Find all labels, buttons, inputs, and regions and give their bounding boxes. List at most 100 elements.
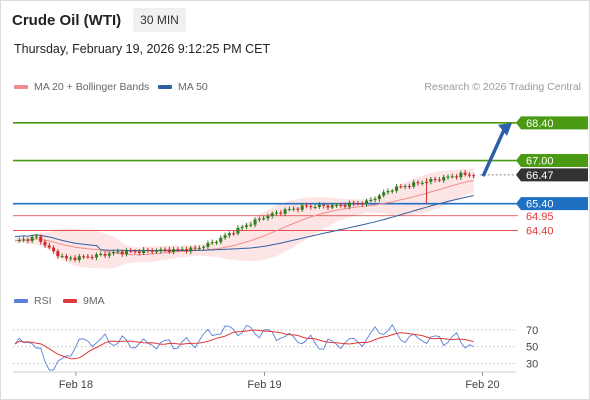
candle-body (30, 237, 34, 241)
candle-body (184, 249, 188, 252)
candle-body (142, 249, 146, 254)
candle-body (369, 199, 373, 201)
candle-body (317, 204, 321, 207)
candle-body (236, 227, 240, 234)
candle-body (107, 253, 111, 256)
candle-body (120, 251, 124, 255)
candle-body (275, 212, 279, 214)
candle-body (189, 247, 193, 252)
ma20-line (14, 180, 474, 256)
candle-body (416, 182, 420, 184)
candle-body (219, 237, 223, 243)
candle-body (43, 241, 47, 246)
legend-rsi-label: RSI (34, 295, 52, 307)
credit-text: Research © 2026 Trading Central (424, 81, 581, 93)
candle-body (407, 186, 411, 188)
candle-body (287, 209, 291, 211)
candle-body (180, 249, 184, 251)
candle-body (356, 203, 360, 205)
candle-body (60, 256, 64, 258)
ma50-line (14, 195, 474, 252)
candle-body (343, 205, 347, 207)
candle-body (313, 206, 317, 208)
timestamp: Thursday, February 19, 2026 9:12:25 PM C… (14, 42, 271, 56)
level-tag-68.40 (516, 116, 588, 130)
timeframe-button[interactable]: 30 MIN (133, 8, 186, 32)
candle-body (377, 195, 381, 200)
candle-body (292, 208, 296, 210)
bollinger-band (15, 168, 474, 269)
rsi-swatch-icon (14, 299, 28, 303)
candle-body (373, 199, 377, 201)
candle-body (197, 247, 201, 249)
candle-body (305, 205, 309, 207)
candle-body (163, 249, 167, 251)
candle-body (429, 179, 433, 182)
candle-body (167, 249, 171, 252)
ma9-swatch-icon (63, 299, 77, 303)
candle-body (433, 179, 437, 181)
legend-ma20-label: MA 20 + Bollinger Bands (34, 81, 150, 93)
candle-body (420, 182, 424, 184)
candle-body (240, 226, 244, 228)
candle-body (382, 192, 386, 196)
ma50-swatch-icon (158, 85, 172, 89)
candle-body (463, 172, 467, 175)
level-label-68.40: 68.40 (526, 118, 554, 130)
candle-body (52, 247, 56, 252)
candle-body (339, 205, 343, 207)
candle-body (352, 202, 356, 204)
candle-body (330, 205, 334, 208)
level-tag-67.00 (516, 154, 588, 168)
candle-body (56, 251, 60, 257)
candle-body (223, 235, 227, 238)
rsi-tick-label: 50 (526, 342, 538, 354)
x-tick-label: Feb 18 (59, 379, 93, 391)
candle-body (300, 205, 304, 210)
candle-body (253, 219, 257, 225)
legend-ma20: MA 20 + Bollinger Bands (14, 81, 149, 93)
candle-body (116, 251, 120, 253)
candle-body (210, 242, 214, 244)
candle-body (360, 203, 364, 205)
level-label-67.00: 67.00 (526, 156, 554, 168)
candle-body (326, 205, 330, 208)
forecast-arrow-head-icon (498, 122, 512, 136)
rsi-tick-label: 70 (526, 325, 538, 337)
candle-body (227, 233, 231, 236)
candle-body (154, 251, 158, 253)
candle-body (86, 256, 90, 258)
legend-rsi: RSI (14, 295, 52, 307)
candle-body (103, 254, 107, 256)
candle-body (390, 190, 394, 192)
candle-body (129, 250, 133, 252)
candle-body (335, 205, 339, 207)
candle-body (172, 249, 176, 252)
candle-body (64, 256, 68, 259)
candle-body (133, 251, 137, 253)
candle-body (82, 256, 86, 258)
x-tick-label: Feb 20 (465, 379, 499, 391)
candle-body (112, 252, 116, 254)
instrument-title: Crude Oil (WTI) (12, 11, 122, 29)
candle-body (399, 186, 403, 188)
candle-body (270, 213, 274, 216)
candle-body (403, 186, 407, 188)
candle-body (39, 236, 43, 242)
candle-body (214, 242, 218, 244)
candle-body (22, 239, 26, 241)
candle-body (202, 246, 206, 248)
candle-body (257, 218, 261, 220)
candle-body (99, 254, 103, 256)
candle-body (73, 257, 77, 261)
candle-body (296, 208, 300, 210)
candle-body (249, 224, 253, 226)
candle-body (193, 247, 197, 249)
candle-body (69, 257, 73, 259)
candle-body (206, 242, 210, 247)
candle-body (90, 256, 94, 258)
level-label-65.40: 65.40 (526, 199, 554, 211)
candle-body (450, 176, 454, 178)
